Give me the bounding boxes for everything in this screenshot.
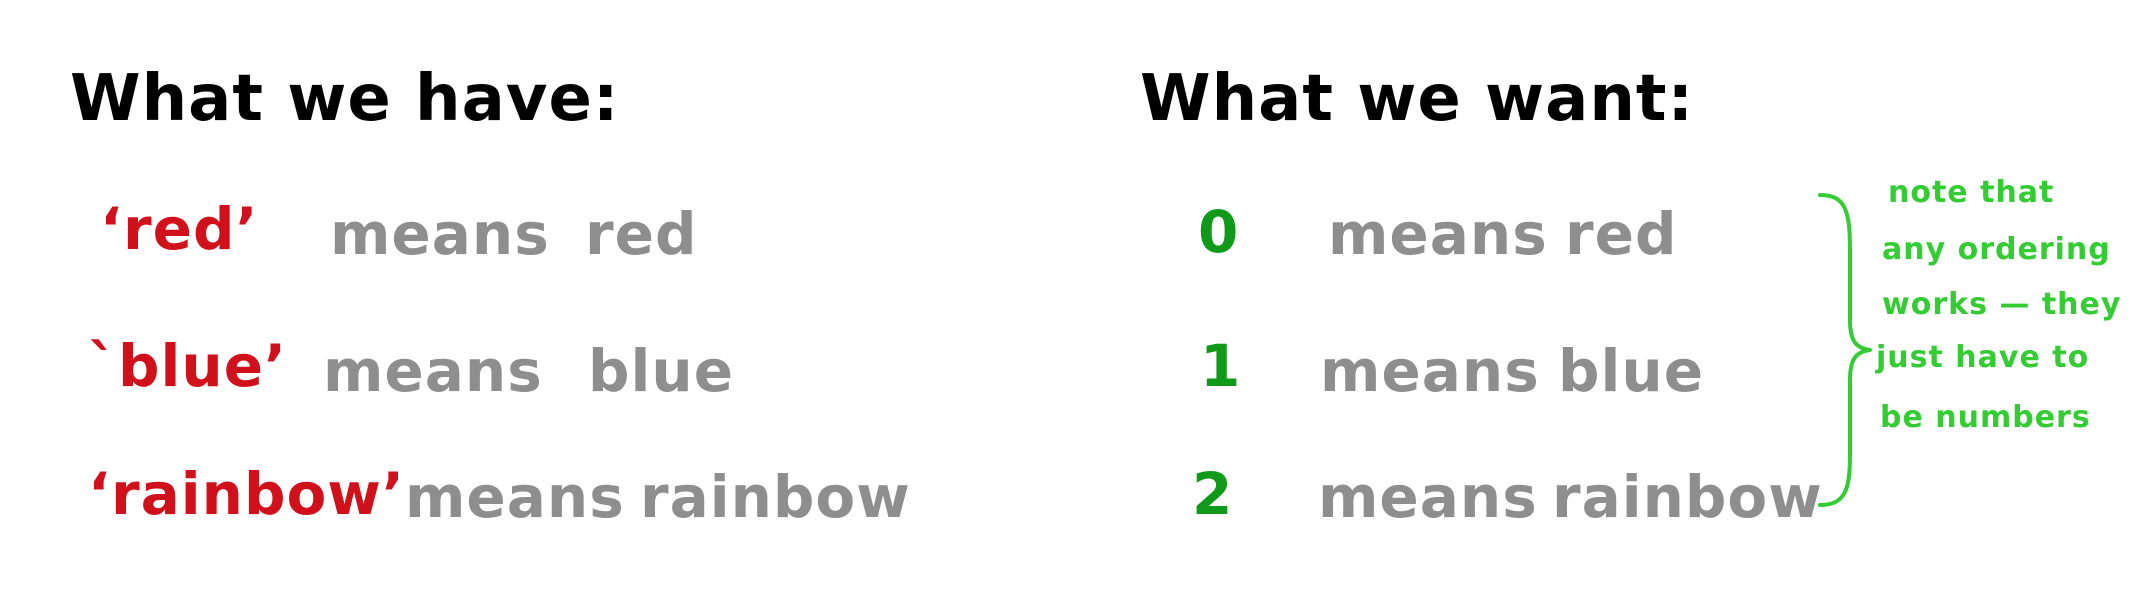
left-row-2-value: blue [588,337,735,405]
right-row-1-key: 0 [1198,198,1240,266]
right-row-3-key: 2 [1192,460,1234,528]
right-row-2-key: 1 [1200,332,1242,400]
left-row-3-value: rainbow [640,463,911,531]
note-line-3: works — they [1882,287,2122,322]
note-line-4: just have to [1876,340,2090,375]
right-row-1-means: means [1328,200,1548,268]
right-row-3-value: rainbow [1552,463,1823,531]
left-row-2-key: `blue’ [88,332,288,400]
note-line-5: be numbers [1880,400,2091,435]
left-row-3-key: ‘rainbow’ [88,460,405,528]
left-row-1-key: ‘red’ [100,195,259,263]
note-line-1: note that [1888,175,2055,210]
right-row-1-value: red [1565,200,1678,268]
right-row-3-means: means [1318,463,1538,531]
left-row-1-value: red [585,200,698,268]
right-row-2-value: blue [1558,337,1705,405]
left-row-1-means: means [330,200,550,268]
right-row-2-means: means [1320,337,1540,405]
left-heading: What we have: [70,62,620,136]
curly-brace-icon [1818,193,1872,507]
right-heading: What we want: [1140,62,1695,136]
note-line-2: any ordering [1882,232,2111,267]
left-row-3-means: means [405,463,625,531]
left-row-2-means: means [323,337,543,405]
